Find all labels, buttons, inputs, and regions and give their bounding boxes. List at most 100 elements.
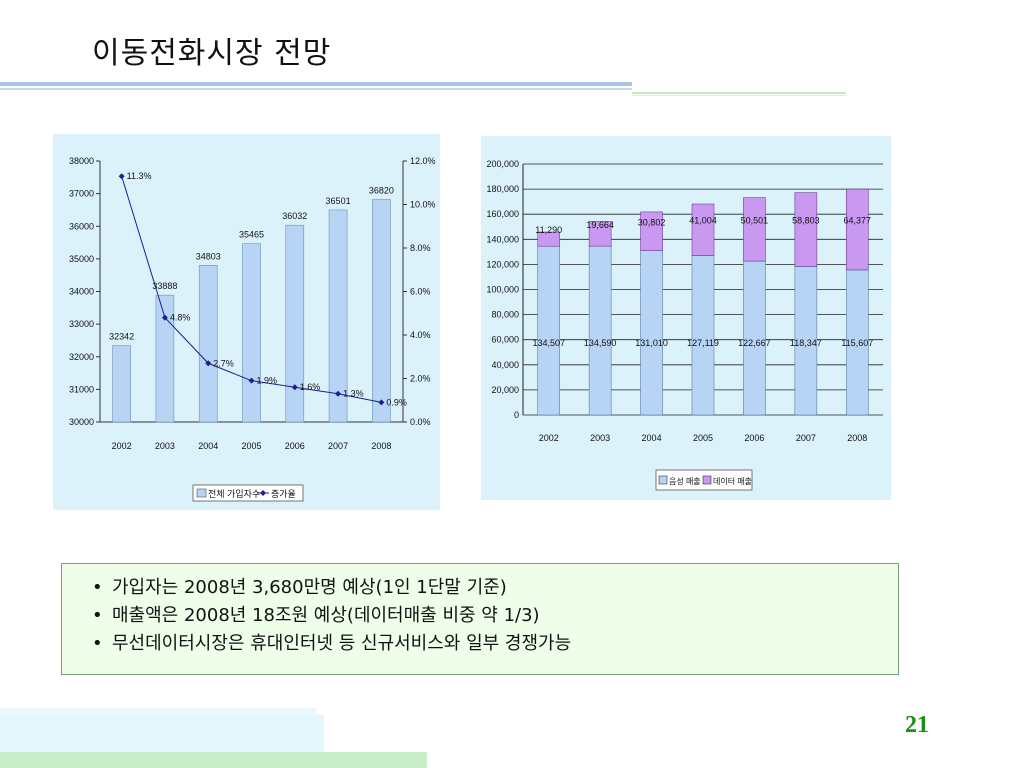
footer-decor-green xyxy=(0,752,427,768)
slide-title: 이동전화시장 전망 xyxy=(92,36,332,71)
footer-decor-light-2 xyxy=(0,715,324,753)
legend-label-subscribers: 전체 가입자수 xyxy=(208,488,260,499)
growth-rate-label: 1.9% xyxy=(257,376,278,386)
summary-list: 가입자는 2008년 3,680만명 예상(1인 1단말 기준) 매출액은 20… xyxy=(92,574,898,658)
voice-revenue-bar xyxy=(691,255,715,416)
growth-rate-point xyxy=(291,384,298,391)
data-revenue-label: 19,664 xyxy=(586,220,614,230)
subscriber-bar-label: 35465 xyxy=(239,230,264,240)
voice-revenue-label: 134,590 xyxy=(584,338,617,348)
revenue-chart-panel: 200,000 180,000 160,000 140,000 120,000 100,0… xyxy=(481,136,891,500)
data-revenue-bar xyxy=(794,192,818,267)
y-tick-label: 200,000 xyxy=(486,159,519,169)
y-tick-label: 100,000 xyxy=(486,285,519,295)
summary-item-subscribers: 가입자는 2008년 3,680만명 예상(1인 1단말 기준) xyxy=(92,574,898,602)
x-tick-label: 2003 xyxy=(155,441,175,451)
growth-rate-point xyxy=(248,377,255,384)
legend-label-growth: 증가율 xyxy=(271,489,296,499)
left-tick-label: 32000 xyxy=(69,352,94,362)
left-tick-label: 33000 xyxy=(69,319,94,329)
title-rule-thin xyxy=(0,88,632,90)
page-number: 21 xyxy=(905,712,929,738)
y-tick-label: 40,000 xyxy=(491,360,519,370)
data-revenue-label: 41,004 xyxy=(689,216,717,226)
left-tick-label: 38000 xyxy=(69,156,94,166)
subscriber-chart-panel: 38000 37000 36000 35000 34000 33000 32000 31000… xyxy=(53,134,440,510)
subscriber-bar xyxy=(155,294,175,423)
left-tick-label: 34000 xyxy=(69,287,94,297)
x-tick-label: 2004 xyxy=(642,433,662,443)
right-tick-label: 6.0% xyxy=(410,287,431,297)
right-tick-label: 2.0% xyxy=(410,374,431,384)
subscriber-bar-label: 32342 xyxy=(109,332,134,342)
subscriber-bar-label: 34803 xyxy=(196,251,221,261)
x-tick-label: 2008 xyxy=(371,441,391,451)
voice-revenue-bar xyxy=(640,250,663,416)
x-tick-label: 2007 xyxy=(796,433,816,443)
revenue-chart: 200,000 180,000 160,000 140,000 120,000 100,0… xyxy=(486,159,883,491)
data-revenue-bar xyxy=(537,231,561,247)
y-tick-label: 80,000 xyxy=(491,310,519,320)
chart-legend-box xyxy=(192,484,304,502)
voice-revenue-label: 118,347 xyxy=(790,338,822,348)
summary-item-wireless-data: 무선데이터시장은 휴대인터넷 등 신규서비스와 일부 경쟁가능 xyxy=(92,630,898,658)
legend-swatch-growth-marker xyxy=(260,490,266,496)
subscriber-bar xyxy=(328,209,348,423)
y-tick-label: 0 xyxy=(514,410,519,420)
voice-revenue-label: 131,010 xyxy=(635,338,668,348)
x-tick-label: 2006 xyxy=(285,441,305,451)
x-tick-label: 2005 xyxy=(693,433,713,443)
subscriber-bar-label: 36501 xyxy=(326,196,351,206)
data-revenue-bar xyxy=(743,197,766,262)
right-tick-label: 0.0% xyxy=(410,417,431,427)
right-tick-label: 10.0% xyxy=(410,200,436,210)
voice-revenue-bar xyxy=(537,245,561,416)
left-tick-label: 30000 xyxy=(69,417,94,427)
left-tick-label: 35000 xyxy=(69,254,94,264)
growth-rate-point xyxy=(118,173,125,180)
growth-rate-point xyxy=(378,399,385,406)
y-tick-label: 140,000 xyxy=(486,234,519,244)
y-tick-label: 60,000 xyxy=(491,335,519,345)
growth-rate-label: 1.3% xyxy=(343,389,364,399)
left-tick-label: 36000 xyxy=(69,221,94,231)
growth-rate-label: 1.6% xyxy=(300,382,321,392)
subscriber-bar-label: 36820 xyxy=(369,185,394,195)
legend-swatch-subscribers xyxy=(196,488,207,498)
data-revenue-label: 11,290 xyxy=(535,225,562,235)
subscriber-bar xyxy=(112,345,131,423)
data-revenue-label: 64,377 xyxy=(844,216,872,226)
x-tick-label: 2007 xyxy=(328,441,348,451)
data-revenue-label: 50,501 xyxy=(741,215,769,225)
voice-revenue-bar xyxy=(588,245,612,416)
voice-revenue-label: 134,507 xyxy=(532,338,565,348)
subscriber-bar xyxy=(242,243,261,423)
subscriber-bar xyxy=(372,199,391,423)
data-revenue-bar xyxy=(588,221,612,247)
voice-revenue-label: 127,119 xyxy=(687,338,719,348)
data-revenue-bar xyxy=(845,188,869,271)
x-tick-label: 2004 xyxy=(198,441,218,451)
growth-rate-label: 2.7% xyxy=(213,358,234,368)
voice-revenue-label: 115,607 xyxy=(841,338,873,348)
subscriber-chart: 38000 37000 36000 35000 34000 33000 32000 31000… xyxy=(69,156,436,502)
title-rule-thick xyxy=(0,82,632,86)
summary-box: 가입자는 2008년 3,680만명 예상(1인 1단말 기준) 매출액은 20… xyxy=(61,563,899,675)
subscriber-bar xyxy=(285,224,305,423)
y-tick-label: 160,000 xyxy=(486,209,519,219)
y-tick-label: 120,000 xyxy=(486,259,519,269)
growth-rate-label: 11.3% xyxy=(127,171,152,181)
y-tick-label: 180,000 xyxy=(486,184,519,194)
data-revenue-label: 30,802 xyxy=(638,217,666,227)
growth-rate-label: 4.8% xyxy=(170,313,191,323)
y-tick-label: 20,000 xyxy=(491,385,519,395)
x-tick-label: 2003 xyxy=(590,433,610,443)
x-tick-label: 2008 xyxy=(847,433,867,443)
x-tick-label: 2006 xyxy=(744,433,764,443)
subscriber-bar-label: 33888 xyxy=(152,281,177,291)
x-tick-label: 2002 xyxy=(539,433,559,443)
x-tick-label: 2002 xyxy=(112,441,132,451)
title-rule-green-2 xyxy=(632,95,846,96)
voice-revenue-label: 122,667 xyxy=(738,338,771,348)
right-tick-label: 12.0% xyxy=(410,156,436,166)
